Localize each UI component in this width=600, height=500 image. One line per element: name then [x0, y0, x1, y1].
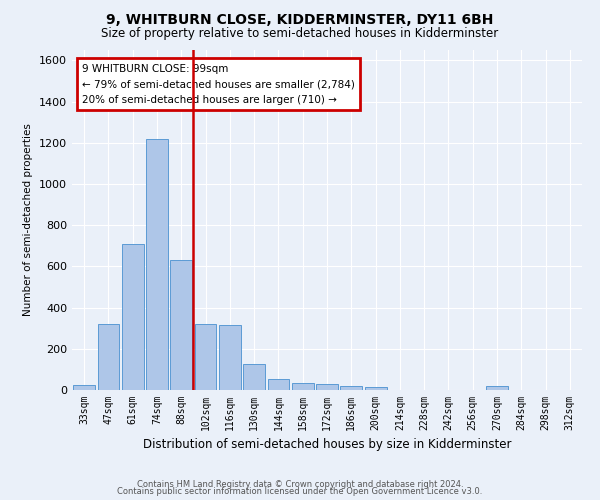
Bar: [316, 384, 338, 390]
Bar: [219, 325, 241, 390]
X-axis label: Distribution of semi-detached houses by size in Kidderminster: Distribution of semi-detached houses by …: [143, 438, 511, 452]
Bar: [365, 387, 386, 390]
Text: 9 WHITBURN CLOSE: 99sqm
← 79% of semi-detached houses are smaller (2,784)
20% of: 9 WHITBURN CLOSE: 99sqm ← 79% of semi-de…: [82, 64, 355, 105]
Bar: [97, 324, 119, 390]
Bar: [122, 244, 143, 390]
Text: Contains HM Land Registry data © Crown copyright and database right 2024.: Contains HM Land Registry data © Crown c…: [137, 480, 463, 489]
Bar: [486, 386, 508, 390]
Y-axis label: Number of semi-detached properties: Number of semi-detached properties: [23, 124, 34, 316]
Text: 9, WHITBURN CLOSE, KIDDERMINSTER, DY11 6BH: 9, WHITBURN CLOSE, KIDDERMINSTER, DY11 6…: [106, 12, 494, 26]
Bar: [268, 378, 289, 390]
Bar: [170, 260, 192, 390]
Bar: [292, 383, 314, 390]
Text: Size of property relative to semi-detached houses in Kidderminster: Size of property relative to semi-detach…: [101, 28, 499, 40]
Bar: [340, 386, 362, 390]
Bar: [194, 324, 217, 390]
Bar: [243, 364, 265, 390]
Text: Contains public sector information licensed under the Open Government Licence v3: Contains public sector information licen…: [118, 487, 482, 496]
Bar: [146, 138, 168, 390]
Bar: [73, 385, 95, 390]
